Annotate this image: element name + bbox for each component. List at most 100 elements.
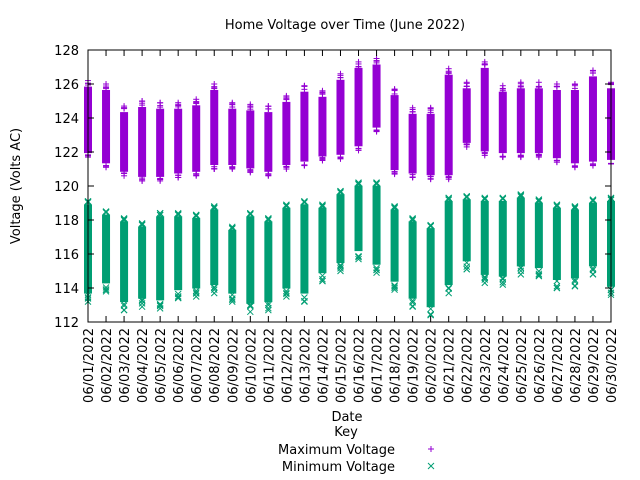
max-voltage-point [355, 147, 362, 154]
min-voltage-point [264, 299, 272, 307]
min-voltage-band [138, 226, 147, 299]
max-voltage-point [175, 102, 182, 109]
min-voltage-point [228, 225, 236, 233]
min-voltage-point [102, 286, 110, 293]
min-voltage-point [210, 284, 218, 292]
plot-frame [87, 49, 612, 323]
min-voltage-band [462, 199, 471, 262]
max-voltage-point [103, 163, 110, 170]
x-tick-label: 06/09/2022 [226, 328, 241, 403]
min-voltage-point [156, 211, 164, 219]
max-voltage-band [588, 76, 597, 162]
min-voltage-band [354, 185, 363, 252]
max-voltage-point [229, 104, 236, 111]
min-voltage-point [283, 201, 290, 209]
x-tick-label: 06/18/2022 [389, 328, 404, 403]
min-voltage-point [192, 290, 200, 297]
max-voltage-point [481, 150, 488, 157]
min-voltage-point [481, 196, 489, 203]
min-voltage-point [246, 211, 254, 218]
min-voltage-point [138, 297, 146, 305]
min-voltage-point [373, 266, 380, 274]
max-voltage-point [301, 162, 308, 169]
max-voltage-band [444, 74, 453, 176]
min-voltage-band [246, 216, 255, 304]
min-voltage-point [499, 195, 507, 203]
min-voltage-point [192, 287, 200, 295]
y-tick-label: 118 [54, 214, 79, 229]
max-voltage-band [300, 91, 309, 162]
min-voltage-point [391, 284, 398, 292]
min-voltage-point [120, 216, 128, 224]
max-voltage-point [409, 108, 416, 115]
min-voltage-point [319, 277, 326, 285]
x-tick-label: 06/25/2022 [515, 328, 530, 403]
chart-marks [84, 55, 615, 319]
x-tick-label: 06/15/2022 [334, 328, 349, 403]
min-voltage-point [589, 270, 597, 278]
min-voltage-band [372, 185, 381, 265]
min-voltage-point [264, 216, 272, 224]
max-voltage-band [336, 79, 345, 155]
max-voltage-point [517, 153, 524, 160]
max-voltage-point [229, 163, 236, 170]
min-voltage-point [517, 264, 525, 272]
max-voltage-band [246, 110, 255, 169]
min-voltage-point [409, 216, 416, 223]
legend-entry-label: Maximum Voltage [278, 443, 395, 458]
max-voltage-point [589, 161, 596, 168]
max-voltage-point [211, 163, 218, 170]
min-voltage-band [480, 200, 489, 275]
max-voltage-point [535, 152, 542, 159]
min-voltage-point [246, 301, 254, 309]
max-voltage-point [499, 86, 506, 93]
max-voltage-point [571, 81, 578, 88]
min-voltage-point [427, 462, 435, 470]
min-voltage-point [481, 276, 489, 283]
max-voltage-band [462, 88, 471, 143]
x-tick-label: 06/03/2022 [118, 328, 133, 403]
min-voltage-point [535, 196, 543, 204]
max-voltage-band [534, 88, 543, 154]
min-voltage-point [264, 306, 272, 314]
min-voltage-point [517, 191, 525, 199]
legend: Maximum Voltage Minimum Voltage [278, 443, 435, 475]
min-voltage-band [156, 216, 165, 301]
min-voltage-point [553, 284, 561, 292]
x-tick-label: 06/29/2022 [587, 328, 602, 403]
min-voltage-point [571, 205, 579, 212]
min-voltage-point [102, 208, 110, 216]
max-voltage-point [283, 163, 290, 170]
chart-title: Home Voltage over Time (June 2022) [225, 18, 465, 33]
max-voltage-point [463, 140, 470, 147]
y-tick-label: 124 [54, 112, 79, 127]
x-tick-label: 06/24/2022 [497, 328, 512, 403]
y-axis-ticks: 112 114 116 118 120 122 124 126 128 [54, 44, 611, 331]
max-voltage-point [391, 170, 398, 177]
min-voltage-point [553, 201, 561, 209]
max-voltage-point [409, 171, 416, 178]
min-voltage-point [102, 284, 110, 291]
min-voltage-point [210, 203, 218, 210]
min-voltage-point [264, 301, 272, 309]
min-voltage-band [120, 221, 129, 303]
min-voltage-point [174, 210, 182, 218]
min-voltage-point [174, 293, 182, 300]
max-voltage-band [102, 90, 111, 164]
x-axis-ticks: 06/01/2022 06/02/2022 06/03/2022 06/04/2022… [82, 50, 620, 403]
x-tick-label: 06/26/2022 [533, 328, 548, 403]
max-voltage-point [428, 446, 434, 452]
min-voltage-point [283, 290, 290, 298]
legend-entry-label: Minimum Voltage [282, 460, 395, 475]
min-voltage-point [553, 282, 561, 290]
min-voltage-point [499, 281, 507, 288]
min-voltage-band [192, 217, 201, 289]
max-voltage-band [480, 67, 489, 152]
min-voltage-point [391, 282, 398, 289]
min-voltage-point [192, 211, 200, 219]
max-voltage-point [445, 70, 452, 77]
min-voltage-point [228, 296, 236, 304]
min-voltage-band [516, 197, 525, 267]
min-voltage-point [355, 180, 362, 188]
min-voltage-point [445, 284, 453, 292]
